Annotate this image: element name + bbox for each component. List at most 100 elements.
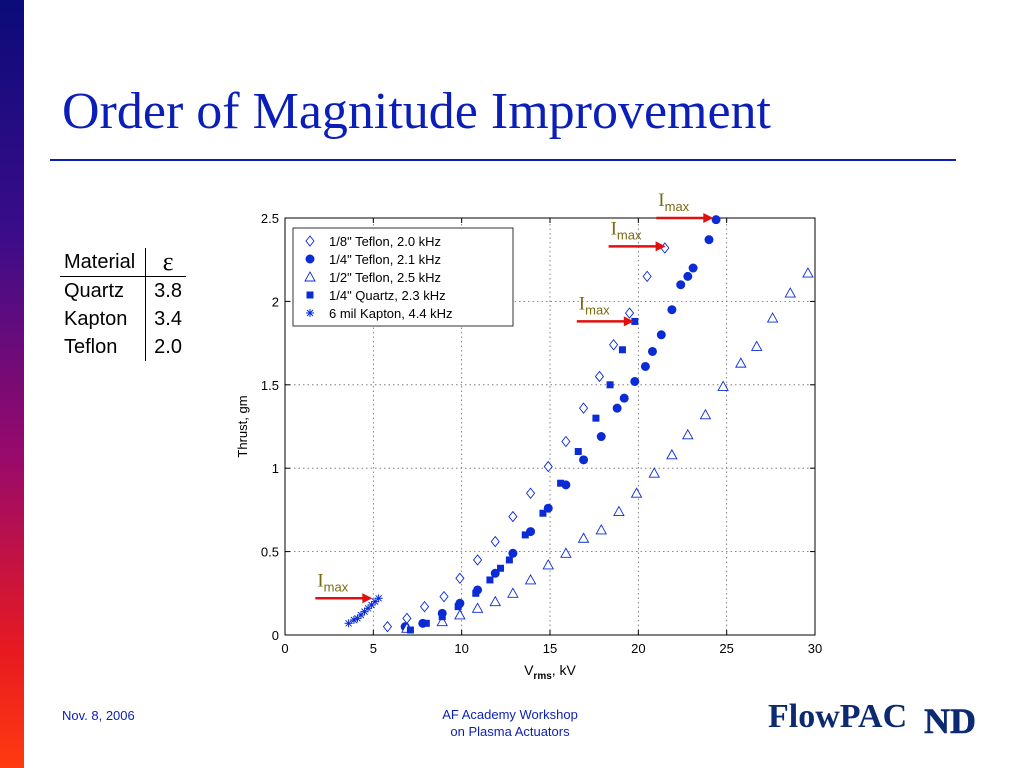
data-point-circle: [647, 346, 657, 356]
data-point-diamond: [642, 270, 652, 283]
data-point-diamond: [472, 554, 483, 566]
legend-label: 6 mil Kapton, 4.4 kHz: [329, 306, 453, 321]
x-tick-label: 25: [719, 641, 733, 656]
material-cell: Quartz: [60, 276, 147, 305]
data-point-square: [539, 509, 547, 517]
data-point-diamond: [508, 510, 518, 523]
data-point-triangle: [471, 602, 484, 613]
data-point-circle: [704, 235, 714, 245]
data-point-diamond: [543, 460, 553, 473]
data-point-triangle: [682, 428, 694, 440]
data-point-square: [472, 589, 480, 597]
y-axis-label: Thrust, gm: [235, 395, 250, 457]
data-point-square: [406, 626, 414, 634]
data-point-triangle: [630, 487, 643, 498]
star-stroke: [375, 594, 382, 602]
data-point-diamond: [594, 370, 605, 383]
legend-marker-star: [306, 309, 314, 317]
imax-arrow-head: [623, 316, 634, 327]
table-row: Teflon 2.0: [60, 333, 186, 361]
data-point-square: [454, 603, 462, 611]
data-point-circle: [656, 330, 666, 340]
data-point-triangle: [577, 532, 590, 543]
footer-date: Nov. 8, 2006: [62, 708, 135, 723]
data-point-star: [344, 619, 353, 628]
footer-event-line1: AF Academy Workshop: [442, 707, 578, 722]
legend-marker-square: [306, 291, 314, 299]
y-tick-label: 2: [272, 294, 279, 309]
data-point-triangle: [454, 609, 466, 620]
data-point-diamond: [578, 402, 589, 414]
data-point-diamond: [624, 307, 635, 319]
data-point-triangle: [436, 615, 448, 627]
data-point-diamond: [525, 487, 536, 499]
slide-title: Order of Magnitude Improvement: [62, 83, 772, 140]
legend-label: 1/4" Teflon, 2.1 kHz: [329, 252, 441, 267]
data-point-circle: [579, 455, 589, 465]
imax-arrow-head: [703, 213, 714, 223]
data-point-triangle: [735, 357, 747, 368]
imax-arrow-head: [655, 241, 666, 252]
star-stroke: [345, 619, 352, 627]
data-point-circle: [683, 271, 693, 281]
data-point-circle: [508, 548, 518, 558]
title-underline: [50, 159, 956, 161]
footer-event: AF Academy Workshop on Plasma Actuators: [410, 706, 610, 740]
footer-event-line2: on Plasma Actuators: [450, 724, 570, 739]
data-point-diamond: [455, 572, 465, 585]
data-point-square: [606, 381, 614, 389]
data-point-triangle: [595, 523, 607, 535]
x-tick-label: 10: [454, 641, 468, 656]
data-point-triangle: [784, 287, 797, 298]
data-point-triangle: [613, 505, 625, 517]
svg-text:ND: ND: [924, 701, 976, 741]
data-point-star: [353, 614, 362, 623]
y-tick-label: 2.5: [261, 211, 279, 226]
epsilon-cell: 3.8: [154, 280, 182, 302]
x-tick-label: 5: [370, 641, 377, 656]
data-point-triangle: [699, 408, 712, 420]
logo-text: FlowPAC: [768, 698, 908, 735]
legend-label: 1/2" Teflon, 2.5 kHz: [329, 270, 441, 285]
star-stroke: [306, 309, 314, 317]
material-header: Material: [60, 248, 147, 277]
legend-marker-diamond: [305, 235, 315, 247]
x-axis-label: Vrms, kV: [524, 662, 576, 682]
imax-arrow-head: [362, 593, 373, 604]
data-point-square: [486, 576, 494, 584]
data-point-triangle: [489, 595, 501, 607]
data-point-diamond: [490, 535, 500, 548]
y-tick-label: 0.5: [261, 545, 279, 560]
sidebar-gradient-bar: [0, 0, 24, 768]
x-tick-label: 15: [543, 641, 557, 656]
data-point-circle: [667, 305, 677, 315]
data-point-circle: [688, 263, 698, 273]
data-point-square: [438, 613, 446, 621]
y-tick-label: 1.5: [261, 378, 279, 393]
data-point-triangle: [524, 574, 537, 585]
epsilon-header: ε: [145, 248, 186, 277]
data-point-square: [422, 619, 430, 627]
flowpac-logo: FlowPAC ND: [766, 688, 986, 748]
data-point-diamond: [609, 339, 619, 351]
y-tick-label: 1: [272, 461, 279, 476]
data-point-triangle: [750, 340, 763, 351]
imax-label: Imax: [579, 293, 610, 317]
data-point-diamond: [382, 620, 393, 633]
imax-label: Imax: [658, 190, 689, 214]
data-point-diamond: [439, 590, 449, 603]
thrust-chart: 0 5 10 15 20 25 30 0 0.5 1 1.5 2 2.5 Thrust, gm Vrms, …: [220, 185, 840, 685]
legend-label: 1/4" Quartz, 2.3 kHz: [329, 288, 446, 303]
data-point-circle: [630, 376, 640, 386]
material-cell: Teflon: [60, 333, 147, 361]
legend-marker-circle: [305, 254, 315, 264]
data-point-square: [557, 479, 565, 487]
data-point-diamond: [561, 435, 571, 448]
data-point-square: [505, 556, 513, 564]
thrust-chart-svg: 0 5 10 15 20 25 30 0 0.5 1 1.5 2 2.5 Thrust, gm Vrms, …: [235, 190, 822, 682]
material-table: Material ε Quartz 3.8 Kapton 3.4 Teflon …: [60, 248, 186, 361]
data-point-circle: [676, 280, 686, 290]
data-point-circle: [711, 215, 721, 225]
data-point-triangle: [802, 267, 814, 278]
data-point-circle: [619, 393, 629, 403]
